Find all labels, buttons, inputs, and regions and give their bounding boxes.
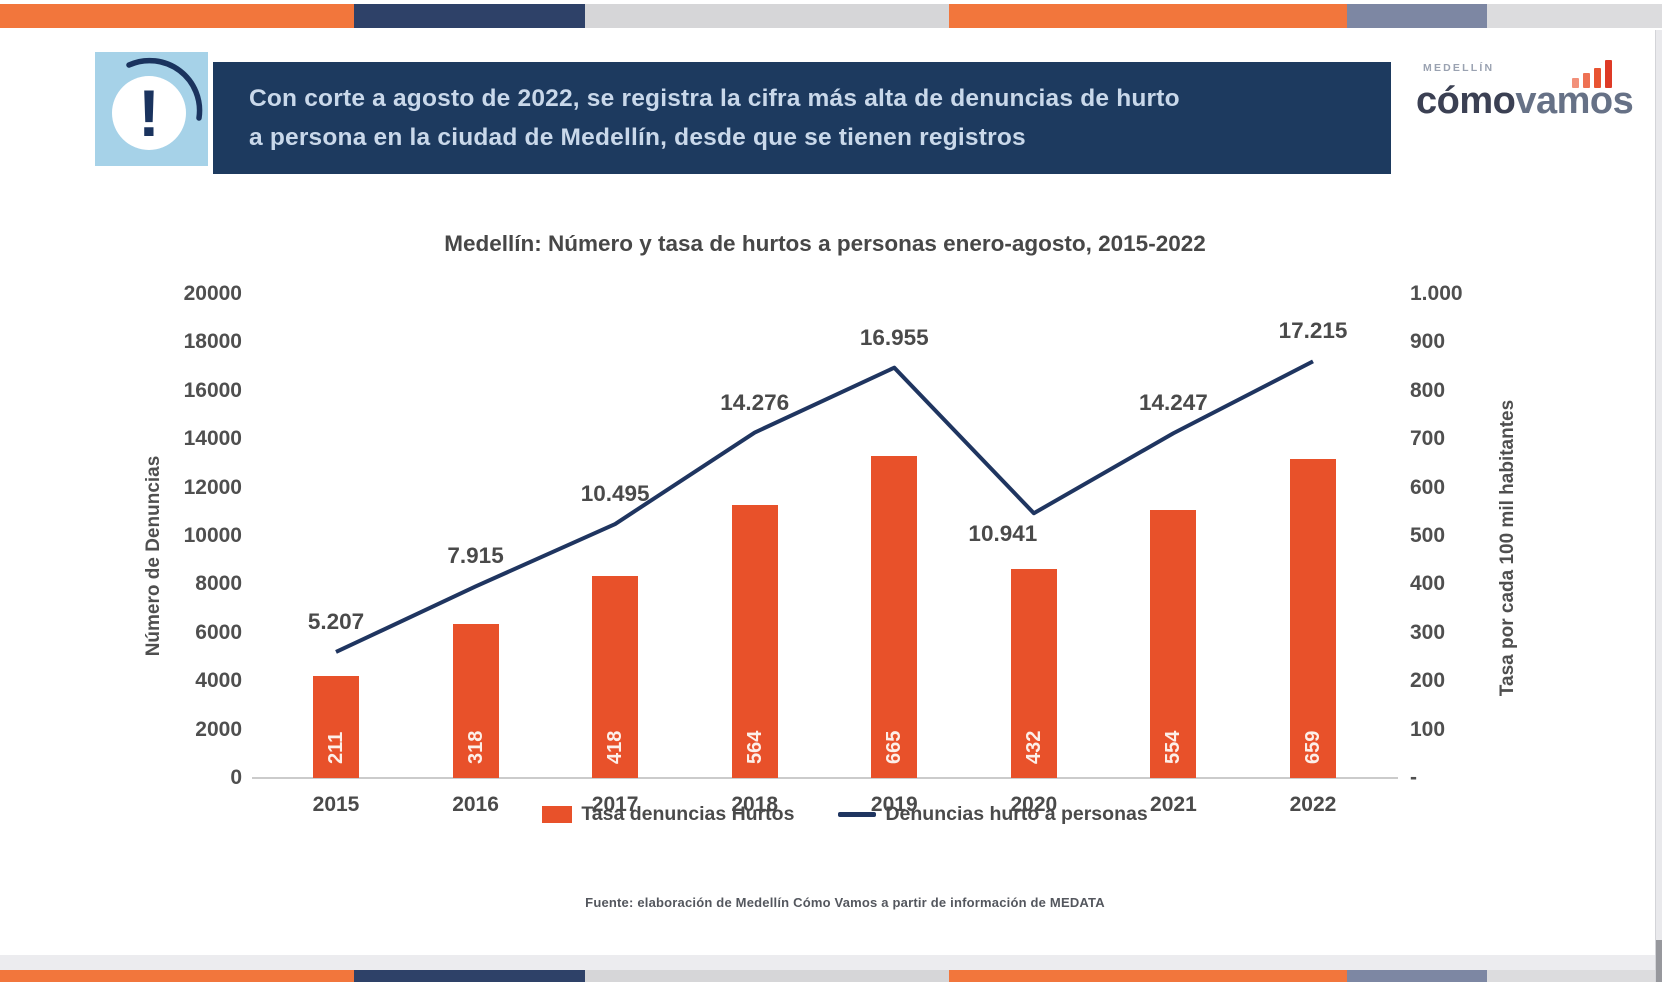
bar-chart-icon (1572, 60, 1612, 88)
bar-value-2016: 318 (464, 730, 487, 764)
stripe-segment-orange (0, 970, 354, 982)
scrollbar[interactable] (1655, 30, 1662, 982)
como-vamos-logo: MEDELLÍN cómovamos (1415, 58, 1660, 148)
bottom-decorative-stripe (0, 970, 1662, 982)
right-axis-tick-100: 100 (1410, 717, 1446, 741)
logo-brand-bold: cómo (1416, 80, 1516, 122)
right-axis-tick-1.000: 1.000 (1410, 282, 1463, 305)
bar-value-2015: 211 (325, 731, 347, 764)
x-axis-label-2015: 2015 (312, 793, 360, 816)
left-axis-tick-0: 0 (230, 766, 242, 789)
stripe-segment-orange (949, 970, 1347, 982)
right-axis-tick--: - (1410, 766, 1417, 789)
bar-value-2021: 554 (1162, 730, 1185, 764)
legend-label: Tasa denuncias Hurtos (581, 803, 795, 825)
line-label-2015: 5.207 (307, 608, 365, 634)
banner-line-2: a persona en la ciudad de Medellín, desd… (249, 124, 1026, 151)
right-axis-tick-500: 500 (1410, 524, 1446, 547)
bar-value-2018: 564 (743, 730, 766, 764)
left-axis-tick-12000: 12000 (183, 475, 242, 499)
stripe-segment-navy (354, 4, 585, 28)
line-label-2019: 16.955 (859, 324, 929, 350)
bar-value-2020: 432 (1022, 730, 1045, 764)
stripe-segment-gray (585, 970, 949, 982)
bar-value-2022: 659 (1301, 730, 1324, 764)
stripe-segment-lightgray (1487, 4, 1662, 28)
bottom-gray-band (0, 955, 1662, 970)
banner-line-1: Con corte a agosto de 2022, se registra … (249, 85, 1180, 112)
left-axis-tick-6000: 6000 (195, 620, 242, 644)
left-axis-tick-16000: 16000 (183, 378, 242, 402)
stripe-segment-lightgray (1487, 970, 1662, 982)
left-axis-tick-2000: 2000 (195, 717, 242, 741)
stripe-segment-orange (0, 4, 354, 28)
x-axis-label-2017: 2017 (591, 793, 639, 816)
right-axis-tick-700: 700 (1410, 427, 1446, 451)
legend-label: Denuncias hurto a personas (885, 803, 1148, 825)
line-label-2020: 10.941 (968, 521, 1038, 547)
scrollbar-thumb[interactable] (1656, 940, 1662, 982)
stripe-segment-orange (949, 4, 1347, 28)
bar-value-2019: 665 (883, 730, 906, 764)
right-axis-tick-600: 600 (1410, 475, 1446, 499)
right-axis-tick-800: 800 (1410, 378, 1446, 402)
top-decorative-stripe (0, 4, 1662, 28)
x-axis-label-2018: 2018 (731, 793, 779, 816)
x-axis-label-2020: 2020 (1010, 793, 1058, 816)
x-axis-line (252, 777, 1398, 779)
left-axis-tick-4000: 4000 (195, 669, 242, 693)
legend-bar-swatch (542, 806, 573, 823)
stripe-segment-navy (354, 970, 585, 982)
x-axis-label-2019: 2019 (870, 793, 918, 816)
stripe-segment-gray (585, 4, 949, 28)
x-axis-label-2021: 2021 (1150, 793, 1197, 816)
line-label-2017: 10.495 (580, 481, 650, 507)
alert-icon-box: ! (95, 52, 208, 166)
left-axis-tick-14000: 14000 (183, 427, 242, 451)
right-axis-tick-900: 900 (1410, 330, 1446, 354)
left-axis-tick-20000: 20000 (183, 282, 242, 305)
left-axis-tick-8000: 8000 (195, 572, 242, 596)
bar-2015 (313, 675, 359, 778)
left-axis-tick-18000: 18000 (183, 330, 242, 354)
headline-banner: Con corte a agosto de 2022, se registra … (213, 62, 1391, 174)
legend-line-swatch (838, 812, 877, 817)
stripe-segment-slate (1347, 4, 1487, 28)
right-axis-tick-400: 400 (1410, 572, 1446, 596)
x-axis-label-2016: 2016 (452, 793, 499, 816)
line-label-2021: 14.247 (1138, 390, 1208, 416)
x-axis-label-2022: 2022 (1289, 793, 1337, 816)
chart-title: Medellín: Número y tasa de hurtos a pers… (444, 231, 1206, 256)
logo-city-label: MEDELLÍN (1423, 62, 1495, 74)
source-note: Fuente: elaboración de Medellín Cómo Vam… (585, 895, 1105, 910)
line-label-2018: 14.276 (720, 389, 790, 415)
legend-item-bars: Tasa denuncias Hurtos (542, 803, 794, 826)
svg-text:!: ! (138, 76, 160, 150)
chart-legend: Tasa denuncias Hurtos Denuncias hurto a p… (250, 803, 1440, 826)
bar-value-2017: 418 (604, 730, 627, 764)
line-label-2016: 7.915 (447, 543, 504, 569)
left-axis-tick-10000: 10000 (183, 524, 242, 547)
right-axis-tick-300: 300 (1410, 620, 1446, 644)
legend-item-line: Denuncias hurto a personas (838, 803, 1148, 826)
exclamation-icon: ! (112, 57, 203, 150)
stripe-segment-slate (1347, 970, 1487, 982)
right-axis-tick-200: 200 (1410, 669, 1446, 693)
line-label-2022: 17.215 (1278, 318, 1348, 344)
